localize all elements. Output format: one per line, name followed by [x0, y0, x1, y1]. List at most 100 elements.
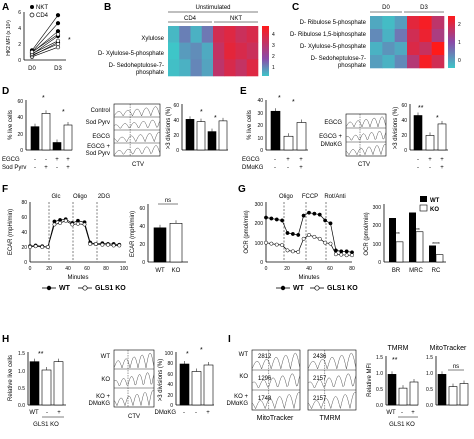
h-y2tick-1: 20	[167, 393, 173, 399]
a-point-d3-0-3	[55, 21, 61, 26]
b-group-cd4: CD4	[184, 16, 197, 22]
a-ytick-0: 0	[18, 58, 21, 64]
g-ylabel: OCR (pmol/min)	[244, 210, 250, 253]
b-row-1: D- Xylulose-5-phosphate	[98, 51, 165, 57]
g-xtick-0: 0	[265, 266, 268, 272]
h-flow-hist-2	[113, 389, 155, 407]
f-point-1-8	[75, 221, 80, 226]
i-tmrm-val-1: 2157	[313, 376, 327, 382]
d-bar2-3	[218, 120, 228, 151]
f-bar-cat-wt: WT	[155, 268, 165, 274]
h-flow-hist-1	[113, 372, 155, 387]
i-mito-bars	[437, 371, 469, 406]
panel-f: F Glc Oligo 2DG 0 20 40 60 80 ECAR (mpH/…	[2, 184, 188, 292]
d-flow-label-2: EGCG	[92, 134, 110, 140]
i-bar-mito-0	[437, 374, 447, 406]
c-cell-0-4	[419, 16, 432, 30]
a-line-1-0	[31, 46, 59, 58]
b-cell-1-0	[168, 42, 180, 60]
h-bar-0	[29, 361, 40, 406]
e-bar2-2	[437, 123, 447, 151]
d-sign-1-2: -	[56, 165, 58, 171]
h-flow-label-1: KO	[101, 377, 110, 383]
e-sign2-0-0: -	[417, 157, 419, 163]
g-point-1-4	[285, 248, 290, 253]
panel-letter-c: C	[292, 2, 299, 13]
i-flow-x1: MitoTracker	[257, 415, 294, 422]
e-star-2: *	[292, 99, 295, 106]
b-cell-2-4	[213, 59, 225, 77]
panel-letter-h: H	[2, 334, 9, 345]
e-flow-label-2: DMαKG	[321, 142, 343, 148]
d-signs: - - + + - + - +	[34, 157, 70, 171]
d-y2tick-0: 0	[176, 148, 179, 154]
b-cell-2-3	[201, 59, 214, 77]
b-cell-0-2	[190, 26, 203, 43]
g-point-1-15	[344, 253, 349, 258]
g-point-0-6	[296, 232, 301, 237]
g-ytick-0: 0	[260, 260, 263, 266]
e-flow-label-0: EGCG	[324, 120, 342, 126]
d-star-3: *	[200, 109, 203, 116]
g-point-0-15	[344, 249, 349, 254]
e-ylabel: % live cells	[247, 110, 253, 140]
i-bar-title-mito: MitoTracker	[430, 345, 467, 352]
b-cell-1-6	[235, 42, 248, 60]
e-sign2-1-0: -	[417, 165, 419, 171]
panel-i: I WT KO KO + DMαKG 2812 1296 1748 2436 2…	[227, 334, 469, 428]
g-ytick-1: 100	[255, 241, 264, 247]
e-star-3: **	[418, 105, 424, 112]
h-signs-label: DMαKG	[155, 410, 177, 416]
c-cell-3-5	[431, 55, 445, 69]
g-bar-cat-mrc: MRC	[409, 268, 423, 274]
b-cell-0-3	[201, 26, 214, 43]
g-stars-rc: ****	[432, 242, 440, 248]
f-point-1-0	[28, 245, 32, 249]
b-cbar-3: 3	[272, 43, 275, 49]
f-point-1-1	[33, 244, 38, 249]
d-ylabel: % live cells	[8, 110, 14, 140]
h-star-1: *	[186, 351, 189, 358]
g-bar-cat-br: BR	[392, 268, 401, 274]
panel-letter-a: A	[2, 2, 9, 13]
f-series-1	[29, 220, 120, 248]
f-inj-oligo: Oligo	[73, 194, 88, 200]
d-sign-1-3: +	[66, 165, 70, 171]
h-flow-label-2: KO +	[96, 394, 110, 400]
c-row-1: D- Ribulose 1,5-biphosphate	[290, 32, 367, 38]
d-sign-0-0: -	[34, 157, 36, 163]
i-tmrm-val-2: 2157	[313, 396, 327, 402]
a-point-d3-1-3	[55, 32, 61, 37]
b-cell-0-4	[213, 26, 225, 43]
f-point-1-6	[63, 218, 68, 223]
d-bar2-1	[196, 121, 206, 151]
c-row-4: phosphate	[338, 63, 367, 69]
h-sign2-1: -	[195, 410, 197, 416]
i-flow-x2: TMRM	[320, 415, 341, 422]
c-group-d3: D3	[420, 5, 428, 11]
e-sign-0-0: -	[274, 157, 276, 163]
i-flow-tmrm-hist-1	[307, 373, 357, 389]
a-ytick-2: 4	[18, 26, 21, 32]
d-bar-0	[30, 126, 40, 151]
i-mito-val-2: 1748	[258, 396, 272, 402]
c-cell-0-1	[382, 16, 395, 30]
i-stars: **	[392, 357, 398, 364]
g-point-0-3	[280, 218, 285, 223]
i-sign-0: WT	[386, 410, 396, 416]
d-sign-0-3: +	[66, 157, 70, 163]
e-ytick-0: 0	[260, 148, 263, 154]
f-ns: ns	[165, 198, 171, 204]
f-point-1-5	[58, 221, 63, 225]
f-point-1-12	[100, 242, 105, 247]
d-bars	[30, 110, 73, 151]
a-ytick-1: 2	[18, 42, 21, 48]
e-flow-label-1: EGCG +	[319, 134, 342, 140]
g-point-0-5	[290, 232, 295, 236]
g-bar-ytick-0: 0	[378, 260, 381, 266]
e-sign-1-2: +	[299, 165, 303, 171]
g-bar-ytick-3: 300	[373, 205, 382, 211]
h-sign-2: +	[57, 410, 61, 416]
e-flow-histograms	[345, 113, 387, 157]
